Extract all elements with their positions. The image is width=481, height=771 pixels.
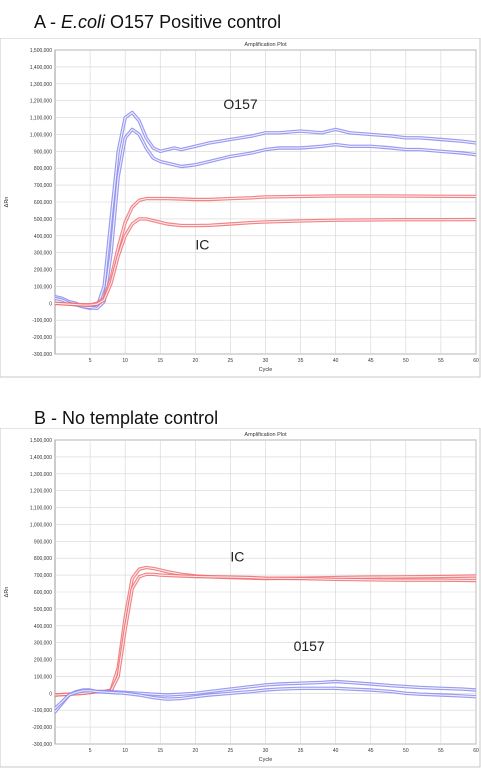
panel-b-title-prefix: B - No template control — [34, 408, 219, 428]
x-tick-label: 10 — [122, 358, 128, 364]
y-tick-label: 1,500,000 — [30, 48, 52, 54]
y-tick-label: 1,300,000 — [30, 472, 52, 478]
y-tick-label: 100,000 — [34, 674, 52, 680]
y-tick-label: -100,000 — [32, 318, 52, 324]
x-tick-label: 50 — [403, 748, 409, 754]
annotation-label: 0157 — [294, 638, 325, 654]
x-tick-label: 60 — [473, 358, 479, 364]
y-tick-label: 1,100,000 — [30, 116, 52, 122]
y-tick-label: 700,000 — [34, 573, 52, 579]
y-tick-label: 600,000 — [34, 200, 52, 206]
y-tick-label: 400,000 — [34, 234, 52, 240]
y-tick-label: 1,200,000 — [30, 99, 52, 105]
y-axis-label: ΔRn — [4, 587, 10, 598]
y-tick-label: 0 — [49, 691, 52, 697]
y-tick-label: 300,000 — [34, 641, 52, 647]
series-group — [55, 565, 476, 714]
chart-title: Amplification Plot — [244, 42, 287, 48]
y-tick-label: -100,000 — [32, 708, 52, 714]
panel-b-title: B - No template control — [34, 408, 218, 429]
x-tick-label: 15 — [157, 358, 163, 364]
y-tick-label: 1,200,000 — [30, 489, 52, 495]
panel-b: B - No template control Amplification Pl… — [0, 400, 481, 771]
x-tick-label: 5 — [89, 748, 92, 754]
y-tick-label: 1,000,000 — [30, 132, 52, 138]
x-tick-label: 35 — [298, 748, 304, 754]
x-tick-label: 20 — [193, 358, 199, 364]
x-tick-label: 55 — [438, 748, 444, 754]
panel-a-title: A - E.coli O157 Positive control — [34, 12, 281, 33]
amplification-plot-b: Amplification Plot -300,000 -200,000 -100,0… — [0, 428, 481, 768]
y-tick-label: 1,000,000 — [30, 522, 52, 528]
y-tick-label: -300,000 — [32, 742, 52, 748]
x-tick-label: 30 — [263, 748, 269, 754]
y-axis-label: ΔRn — [4, 197, 10, 208]
y-tick-label: -300,000 — [32, 352, 52, 358]
x-tick-label: 45 — [368, 358, 374, 364]
series-line-4-highlight — [55, 218, 476, 306]
amplification-plot-a: Amplification Plot -300,000 -200,000 -100,0… — [0, 38, 481, 378]
x-tick-label: 45 — [368, 748, 374, 754]
x-tick-label: 20 — [193, 748, 199, 754]
x-axis-label: Cycle — [259, 757, 273, 763]
panel-a: A - E.coli O157 Positive control Amplifi… — [0, 0, 481, 380]
y-tick-label: 800,000 — [34, 556, 52, 562]
x-tick-label: 60 — [473, 748, 479, 754]
y-tick-label: 400,000 — [34, 624, 52, 630]
y-tick-label: 200,000 — [34, 658, 52, 664]
y-tick-label: 1,400,000 — [30, 65, 52, 71]
y-tick-label: 900,000 — [34, 539, 52, 545]
y-tick-label: 200,000 — [34, 268, 52, 274]
y-tick-label: 500,000 — [34, 607, 52, 613]
panel-a-title-suffix: O157 Positive control — [105, 12, 282, 32]
x-tick-label: 10 — [122, 748, 128, 754]
y-tick-label: 600,000 — [34, 590, 52, 596]
series-group — [55, 110, 476, 311]
x-tick-label: 30 — [263, 358, 269, 364]
series-line-4-highlight — [55, 687, 476, 709]
x-tick-label: 25 — [228, 748, 234, 754]
x-tick-label: 35 — [298, 358, 304, 364]
y-tick-label: -200,000 — [32, 335, 52, 341]
series-line-2-highlight — [55, 128, 476, 309]
x-tick-label: 25 — [228, 358, 234, 364]
x-axis-label: Cycle — [259, 367, 273, 373]
annotation-label: IC — [195, 236, 209, 252]
x-tick-label: 40 — [333, 358, 339, 364]
chart-title: Amplification Plot — [244, 432, 287, 438]
y-tick-label: 1,400,000 — [30, 455, 52, 461]
y-tick-label: 800,000 — [34, 166, 52, 172]
y-tick-label: 100,000 — [34, 284, 52, 290]
x-tick-label: 40 — [333, 748, 339, 754]
y-tick-label: 700,000 — [34, 183, 52, 189]
panel-a-title-italic: E.coli — [61, 12, 106, 32]
y-tick-label: -200,000 — [32, 725, 52, 731]
y-tick-label: 1,500,000 — [30, 438, 52, 444]
y-tick-label: 500,000 — [34, 217, 52, 223]
x-tick-label: 55 — [438, 358, 444, 364]
panel-a-title-prefix: A - — [34, 12, 62, 32]
y-tick-label: 300,000 — [34, 251, 52, 257]
x-tick-label: 15 — [157, 748, 163, 754]
x-tick-label: 50 — [403, 358, 409, 364]
x-tick-label: 5 — [89, 358, 92, 364]
y-tick-label: 1,300,000 — [30, 82, 52, 88]
annotation-label: O157 — [223, 96, 257, 112]
y-tick-label: 0 — [49, 301, 52, 307]
y-tick-label: 900,000 — [34, 149, 52, 155]
annotation-label: IC — [230, 549, 244, 565]
y-tick-label: 1,100,000 — [30, 506, 52, 512]
